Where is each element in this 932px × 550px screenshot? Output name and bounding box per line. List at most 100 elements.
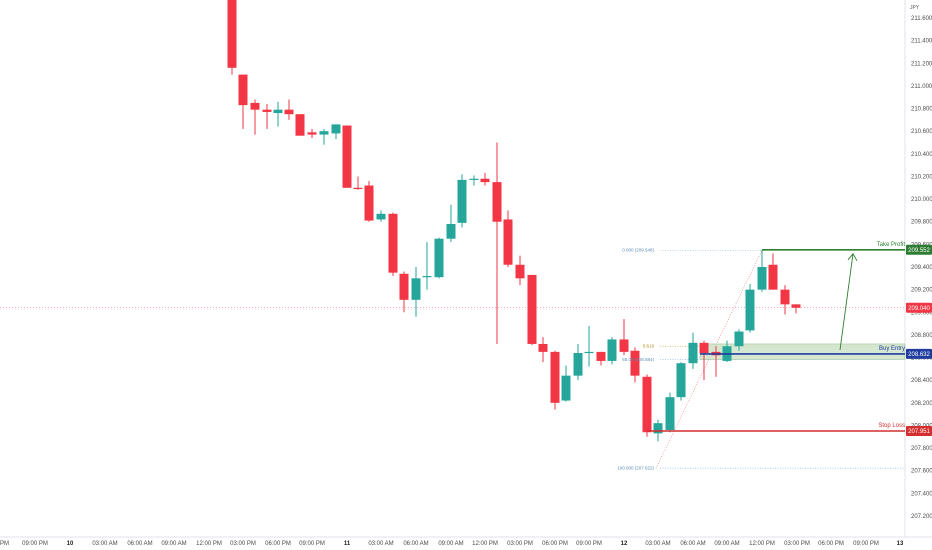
- y-tick-label: 209.800: [911, 220, 932, 226]
- candle-down: [342, 125, 352, 188]
- x-tick-label: 03:00 PM: [230, 541, 256, 547]
- x-tick-label: 06:00 AM: [403, 541, 428, 547]
- candle-down: [238, 74, 248, 106]
- x-tick-label: 03:00 PM: [784, 541, 810, 547]
- y-tick-label: 209.200: [911, 288, 932, 294]
- candle-down: [780, 289, 790, 305]
- x-tick-label: 06:00 AM: [127, 541, 152, 547]
- candle-down: [227, 0, 237, 68]
- x-tick-label: 03:00 AM: [92, 541, 117, 547]
- candle-up: [411, 278, 421, 300]
- candle-up: [376, 213, 386, 220]
- x-tick-label: 09:00 AM: [161, 541, 186, 547]
- x-tick-label: 03:00 AM: [368, 541, 393, 547]
- fib-0-label: 0.000 (209.548): [622, 248, 654, 253]
- x-tick-label: 06:00 AM: [680, 541, 705, 547]
- candle-down: [364, 185, 374, 221]
- candle-up: [457, 179, 467, 223]
- candle-down: [480, 178, 490, 183]
- candle-down: [250, 102, 260, 110]
- x-tick-label: 03:00 PM: [507, 541, 533, 547]
- candle-up: [584, 351, 594, 354]
- y-tick-label: 210.200: [911, 174, 932, 180]
- axes: 211.600 211.400 211.200 211.000 210.800 210.6…: [0, 16, 932, 547]
- take-profit-label: Take Profit: [877, 242, 906, 248]
- candle-up: [653, 423, 663, 434]
- candle-up: [434, 238, 444, 278]
- y-tick-label: 207.200: [911, 514, 932, 520]
- candle-down: [527, 274, 537, 344]
- level-lines: [0, 249, 906, 469]
- candle-down: [630, 350, 640, 376]
- y-tick-label: 208.400: [911, 378, 932, 384]
- candle-up: [745, 289, 755, 331]
- buy-entry-tag: 208.632: [908, 352, 930, 358]
- target-arrow-head: [847, 253, 858, 262]
- candle-down: [295, 114, 305, 136]
- currency-label: JPY: [910, 5, 920, 11]
- buy-entry-tag-bg: [906, 348, 932, 359]
- candle-down: [515, 264, 525, 279]
- target-arrow: [839, 253, 854, 350]
- candle-down: [262, 109, 272, 112]
- buy-entry-label: Buy Entry: [879, 346, 905, 352]
- x-tick-label: 10: [67, 541, 74, 547]
- x-tick-label: 09:00 PM: [299, 541, 325, 547]
- y-tick-label: 208.200: [911, 401, 932, 407]
- x-tick-label: 09:00 PM: [22, 541, 48, 547]
- candle-up: [469, 178, 479, 180]
- y-tick-label: 209.000: [911, 310, 932, 316]
- current-price-tag: 209.040: [908, 306, 930, 312]
- candle-down: [538, 343, 548, 352]
- candle-up: [561, 375, 571, 401]
- y-tick-label: 207.800: [911, 446, 932, 452]
- candle-up: [331, 124, 341, 134]
- x-tick-label: 09:00 PM: [576, 541, 602, 547]
- x-tick-label: 0 PM: [0, 541, 9, 547]
- x-tick-label: 06:00 PM: [818, 541, 844, 547]
- y-tick-label: 207.400: [911, 491, 932, 497]
- candle-up: [688, 342, 698, 364]
- stop-loss-label: Stop Loss: [878, 423, 905, 429]
- x-tick-label: 09:00 AM: [714, 541, 739, 547]
- candle-down: [388, 213, 398, 273]
- y-tick-label: 211.600: [911, 16, 932, 22]
- fib-65-label: 65.00 (208.584): [622, 357, 654, 362]
- candle-up: [319, 131, 329, 135]
- candle-down: [550, 351, 560, 403]
- stop-loss-tag-bg: [906, 426, 932, 437]
- y-tick-label: 210.400: [911, 152, 932, 158]
- candle-up: [273, 109, 283, 114]
- candle-up: [607, 339, 617, 361]
- candle-down: [699, 342, 709, 354]
- candle-down: [768, 264, 778, 290]
- candle-down: [596, 351, 606, 361]
- candles: [227, 0, 801, 442]
- take-profit-tag: 209.552: [908, 248, 930, 254]
- candle-down: [353, 187, 363, 189]
- chart-background: [0, 0, 932, 538]
- candle-down: [307, 132, 317, 135]
- candle-down: [619, 339, 629, 352]
- y-tick-label: 208.800: [911, 333, 932, 339]
- candle-up: [422, 276, 432, 278]
- x-tick-label: 12: [621, 541, 628, 547]
- x-tick-label: 06:00 PM: [265, 541, 291, 547]
- current-price-tag-bg: [906, 302, 932, 313]
- y-tick-label: 211.000: [911, 84, 932, 90]
- y-tick-label: 209.400: [911, 265, 932, 271]
- candle-up: [676, 363, 686, 398]
- candle-down: [503, 219, 513, 265]
- x-tick-label: 09:00 AM: [438, 541, 463, 547]
- y-tick-label: 210.000: [911, 197, 932, 203]
- y-tick-label: 211.200: [911, 61, 932, 67]
- candle-up: [734, 331, 744, 347]
- y-tick-label: 210.800: [911, 107, 932, 113]
- x-tick-label: 12:00 PM: [749, 541, 775, 547]
- x-tick-label: 12:00 PM: [196, 541, 222, 547]
- x-tick-label: 13: [897, 541, 904, 547]
- fib-trendline: [655, 250, 763, 469]
- candle-up: [573, 353, 583, 376]
- candle-up: [446, 223, 456, 239]
